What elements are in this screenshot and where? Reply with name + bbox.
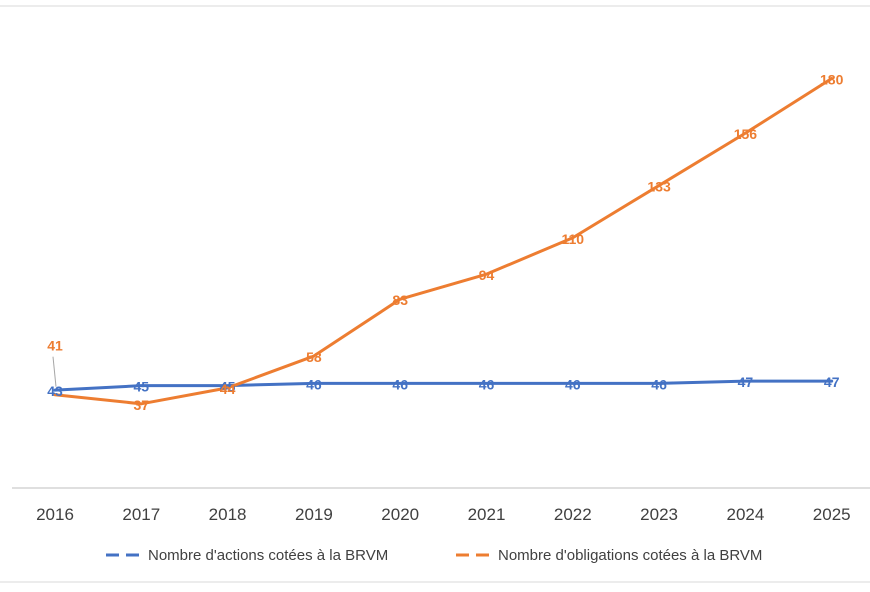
x-tick-label: 2021: [468, 505, 506, 524]
series-0-data-label-8: 47: [738, 374, 754, 390]
x-tick-label: 2025: [813, 505, 851, 524]
legend: Nombre d'actions cotées à la BRVM Nombre …: [106, 547, 762, 564]
series-0-data-label-9: 47: [824, 374, 840, 390]
series-0-data-label-1: 45: [134, 379, 150, 395]
series-1-data-label-6: 110: [562, 231, 585, 247]
series-line-0: [53, 379, 834, 392]
data-label-leader-line: [52, 356, 57, 387]
series-1-data-label-9: 180: [820, 72, 844, 88]
x-tick-label: 2017: [122, 505, 160, 524]
series-1-data-label-0: 41: [47, 338, 63, 354]
series-0-data-label-6: 46: [565, 376, 581, 392]
x-tick-label: 2020: [381, 505, 419, 524]
legend-label-0: Nombre d'actions cotées à la BRVM: [148, 547, 388, 564]
series-1-data-label-1: 37: [134, 397, 150, 413]
x-tick-label: 2018: [209, 505, 247, 524]
series-0-data-label-0: 43: [47, 383, 63, 399]
x-tick-label: 2023: [640, 505, 678, 524]
x-tick-label: 2016: [36, 505, 74, 524]
x-tick-layer: 2016 2017 2018 2019 2020 2021 2022 2023 2024 2025: [36, 505, 851, 524]
series-line-1: [53, 77, 834, 406]
x-tick-label: 2022: [554, 505, 592, 524]
x-tick-label: 2024: [726, 505, 764, 524]
series-1-data-label-2: 44: [220, 381, 236, 397]
series-1-data-label-5: 94: [479, 267, 495, 283]
series-0-data-label-5: 46: [479, 376, 495, 392]
series-1-data-label-3: 58: [306, 349, 322, 365]
series-layer: [53, 77, 834, 406]
data-label-layer: 43 45 45 46 46 46 46 46 47 47 41 37 44 58 83 94 110 133 15…: [47, 72, 843, 413]
x-tick-label: 2019: [295, 505, 333, 524]
series-1-data-label-8: 156: [734, 126, 758, 142]
series-0-data-label-3: 46: [306, 376, 322, 392]
series-1-data-label-4: 83: [392, 292, 408, 308]
series-0-data-label-7: 46: [651, 376, 667, 392]
series-0-data-label-4: 46: [392, 376, 408, 392]
legend-label-1: Nombre d'obligations cotées à la BRVM: [498, 547, 762, 564]
series-0-data-label-2: 45: [220, 379, 236, 395]
series-1-data-label-7: 133: [647, 178, 671, 194]
